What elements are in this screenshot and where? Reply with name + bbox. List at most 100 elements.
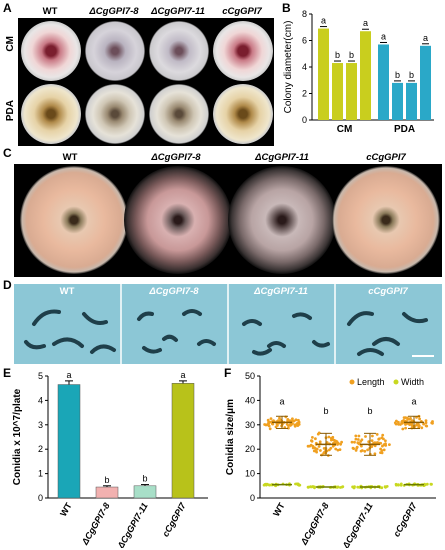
chart-f-length-point <box>370 445 374 448</box>
chart-e-ylabel: Conidia x 10^7/plate <box>12 388 23 485</box>
panel-b-label: B <box>282 1 291 15</box>
chart-f-width-point <box>264 483 268 487</box>
chart-f-legend-width-marker <box>393 379 399 385</box>
chart-b-bar-CM-1 <box>332 63 343 120</box>
chart-f-length-point <box>404 426 407 430</box>
chart-b-bar-PDA-3 <box>420 45 431 120</box>
chart-f-length-point <box>431 421 434 425</box>
plate-cm-comp <box>213 21 273 81</box>
chart-f: 0 10 20 30 40 50 Conidia size/μm Length Width a WT… <box>225 371 436 548</box>
chart-b-letter-PDA-0: a <box>381 31 386 41</box>
chart-f-length-point <box>310 439 314 443</box>
chart-f-legend-width: Width <box>401 377 424 387</box>
panel-d-strain-mut8: ΔCgGPI7-8 <box>149 286 199 297</box>
panel-a-label: A <box>3 1 12 15</box>
chart-e-xtick-3: cCgGPI7 <box>160 500 188 538</box>
chart-f-length-point <box>334 447 338 451</box>
chart-f-length-point <box>371 434 374 438</box>
chart-f-length-point <box>317 445 321 448</box>
panel-a-strain-mut11: ΔCgGPI7-11 <box>151 6 205 17</box>
chart-f-length-point <box>354 449 358 452</box>
chart-f-length-point <box>312 449 316 453</box>
chart-f-length-point <box>340 440 343 444</box>
panel-e-label: E <box>3 366 12 380</box>
chart-f-length-point <box>335 440 339 444</box>
panel-a-row-cm: CM <box>5 36 16 52</box>
chart-f-length-point <box>373 452 377 456</box>
chart-f-length-point <box>268 427 272 431</box>
chart-f-width-point <box>429 482 433 486</box>
chart-f-length-point <box>397 422 400 426</box>
panel-a-strain-wt: WT <box>42 6 58 17</box>
chart-b-bar-CM-2 <box>346 63 357 120</box>
chart-b-group-PDA: PDA <box>394 124 415 135</box>
chart-f-length-point <box>425 424 429 428</box>
chart-f-length-point <box>269 417 273 420</box>
chart-f-length-point <box>363 449 367 453</box>
chart-f-length-point <box>379 447 382 451</box>
plate-pda-wt <box>21 84 81 144</box>
chart-b-letter-PDA-1: b <box>395 70 400 80</box>
panel-f-label: F <box>224 366 232 380</box>
plate-pda-mut11 <box>149 84 209 144</box>
chart-f-length-points-2 <box>350 433 391 456</box>
chart-f-ytick-label-3: 30 <box>245 420 255 430</box>
chart-f-length-point <box>338 448 342 451</box>
chart-f-length-point <box>370 439 374 442</box>
chart-f-length-point <box>353 440 356 444</box>
chart-f-length-point <box>339 442 342 446</box>
chart-f-length-point <box>403 419 407 423</box>
chart-b-bar-CM-3 <box>360 31 371 121</box>
chart-f-length-point <box>384 439 387 443</box>
chart-f-length-point <box>314 437 317 441</box>
chart-f-ytick-label-0: 0 <box>250 493 255 503</box>
chart-e-letter-1: b <box>104 475 109 485</box>
chart-f-length-point <box>319 449 322 452</box>
chart-f-length-point <box>290 419 294 423</box>
chart-b-letter-CM-1: b <box>335 50 340 60</box>
chart-f-length-point <box>296 424 300 427</box>
chart-f-length-point <box>331 435 335 439</box>
chart-f-length-point <box>401 427 405 431</box>
chart-f-length-point <box>327 435 331 439</box>
chart-f-length-point <box>316 432 320 436</box>
chart-e-letter-0: a <box>66 370 71 380</box>
chart-b-bar-CM-0 <box>318 28 329 121</box>
plate-cm-mut11 <box>149 21 209 81</box>
plate-pda-mut8 <box>85 84 145 144</box>
plate-c-mut11 <box>228 166 336 274</box>
chart-e-ytick-label-0: 0 <box>38 493 43 503</box>
chart-f-letter-1: b <box>323 406 328 416</box>
chart-f-length-point <box>377 437 381 441</box>
chart-e-bar-1 <box>95 486 119 499</box>
chart-f-length-point <box>355 446 359 450</box>
chart-e-xtick-0: WT <box>58 501 74 519</box>
chart-f-length-point <box>359 440 363 443</box>
chart-b-group-CM: CM <box>337 124 353 135</box>
panel-c-strain-comp: cCgGPI7 <box>366 152 406 163</box>
chart-e-bar-2 <box>133 485 157 499</box>
chart-f-ytick-label-4: 40 <box>245 395 255 405</box>
chart-f-xtick-3: cCgGPI7 <box>391 500 419 538</box>
chart-f-width-point <box>394 482 398 486</box>
panel-d-strain-comp: cCgGPI7 <box>368 286 408 297</box>
plate-c-comp <box>332 166 440 274</box>
chart-f-length-point <box>418 417 421 421</box>
chart-e-xtick-1: ΔCgGPI7-8 <box>79 501 111 547</box>
chart-b-ytick-label-3: 6 <box>302 36 307 46</box>
chart-f-length-point <box>311 446 315 450</box>
chart-b-ylabel: Colony diameter(cm) <box>283 21 294 114</box>
chart-f-width-point <box>425 482 429 486</box>
chart-f-length-point <box>366 448 369 452</box>
chart-f-length-point <box>406 416 409 420</box>
chart-f-length-point <box>382 437 385 441</box>
panel-d-conidia <box>24 284 434 364</box>
chart-e-ytick-label-5: 5 <box>38 371 43 381</box>
chart-f-letter-0: a <box>279 397 284 407</box>
panel-c-strain-mut8: ΔCgGPI7-8 <box>151 152 201 163</box>
chart-f-width-point <box>385 485 389 488</box>
chart-f-length-point <box>388 443 391 446</box>
chart-f-length-point <box>350 440 354 444</box>
chart-b-letter-PDA-2: b <box>409 70 414 80</box>
